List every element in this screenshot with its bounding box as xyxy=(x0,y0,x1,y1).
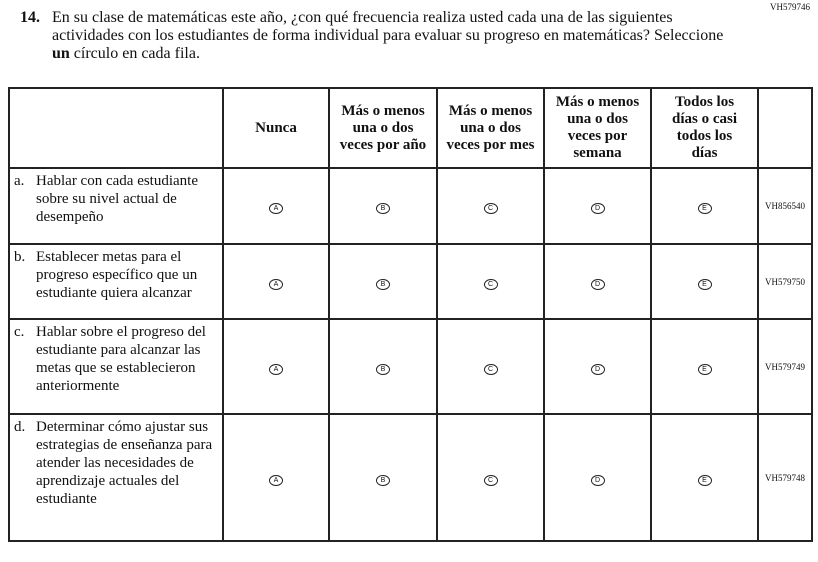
item-code: VH579748 xyxy=(757,413,813,542)
response-cell: D xyxy=(543,243,652,320)
response-bubble-a[interactable]: A xyxy=(269,278,283,290)
row-text: Hablar con cada estudiante sobre su nive… xyxy=(36,173,199,225)
response-cell: B xyxy=(328,243,438,320)
header-blank xyxy=(8,87,224,169)
response-bubble-a[interactable]: A xyxy=(269,203,283,214)
row-label: c. Hablar sobre el progreso del estudiant… xyxy=(8,318,224,415)
response-bubble-d[interactable]: D xyxy=(590,474,605,486)
response-cell: B xyxy=(328,413,438,542)
table-row: d. Determinar cómo ajustar sus estrategia… xyxy=(8,413,813,542)
response-cell: C xyxy=(436,167,545,245)
response-cell: A xyxy=(222,318,330,415)
column-header: Más o menos una o dos veces por mes xyxy=(436,87,545,169)
header-blank xyxy=(757,87,813,169)
item-code: VH856540 xyxy=(757,167,813,245)
row-letter: a. xyxy=(14,173,25,189)
row-letter: c. xyxy=(14,324,25,340)
response-bubble-b[interactable]: B xyxy=(376,363,390,375)
response-bubble-b[interactable]: B xyxy=(376,203,390,214)
row-letter: d. xyxy=(14,419,26,435)
row-letter: b. xyxy=(14,249,26,265)
response-cell: C xyxy=(436,243,545,320)
response-cell: A xyxy=(222,243,330,320)
question-number: 14. xyxy=(20,9,40,26)
table-row: b. Establecer metas para el progreso espe… xyxy=(8,243,813,320)
row-label: a. Hablar con cada estudiante sobre su ni… xyxy=(8,167,224,245)
response-bubble-e[interactable]: E xyxy=(697,278,712,290)
item-code: VH579749 xyxy=(757,318,813,415)
response-cell: D xyxy=(543,167,652,245)
response-bubble-c[interactable]: C xyxy=(483,363,498,375)
response-cell: A xyxy=(222,167,330,245)
response-bubble-e[interactable]: E xyxy=(697,363,712,375)
question-text-part: En su clase de matemáticas este año, ¿co… xyxy=(52,9,724,44)
row-label: b. Establecer metas para el progreso espe… xyxy=(8,243,224,320)
response-bubble-c[interactable]: C xyxy=(483,474,498,486)
item-code: VH579750 xyxy=(757,243,813,320)
response-cell: D xyxy=(543,318,652,415)
response-cell: C xyxy=(436,318,545,415)
response-cell: C xyxy=(436,413,545,542)
response-bubble-d[interactable]: D xyxy=(590,278,605,290)
table-row: c. Hablar sobre el progreso del estudiant… xyxy=(8,318,813,415)
response-bubble-e[interactable]: E xyxy=(697,203,712,214)
response-cell: E xyxy=(650,413,759,542)
question-text: En su clase de matemáticas este año, ¿co… xyxy=(52,9,742,63)
response-bubble-c[interactable]: C xyxy=(483,278,498,290)
row-text: Determinar cómo ajustar sus estrategias … xyxy=(36,419,213,507)
response-grid: Nunca Más o menos una o dos veces por añ… xyxy=(8,87,813,542)
response-bubble-d[interactable]: D xyxy=(590,203,605,214)
response-bubble-d[interactable]: D xyxy=(590,363,605,375)
response-bubble-b[interactable]: B xyxy=(376,278,390,290)
header-row: Nunca Más o menos una o dos veces por añ… xyxy=(8,87,813,169)
row-label: d. Determinar cómo ajustar sus estrategia… xyxy=(8,413,224,542)
row-text: Establecer metas para el progreso especí… xyxy=(36,249,198,301)
response-bubble-c[interactable]: C xyxy=(483,203,498,214)
row-text: Hablar sobre el progreso del estudiante … xyxy=(36,324,206,394)
response-cell: E xyxy=(650,167,759,245)
response-bubble-b[interactable]: B xyxy=(376,474,390,486)
column-header: Nunca xyxy=(222,87,330,169)
response-cell: D xyxy=(543,413,652,542)
question-text-part: círculo en cada fila. xyxy=(69,45,200,62)
response-cell: E xyxy=(650,243,759,320)
question-id: VH579746 xyxy=(770,2,810,12)
response-cell: E xyxy=(650,318,759,415)
column-header: Más o menos una o dos veces por año xyxy=(328,87,438,169)
question-text-emphasis: un xyxy=(52,45,70,62)
response-bubble-e[interactable]: E xyxy=(697,474,712,486)
response-bubble-a[interactable]: A xyxy=(269,474,283,486)
response-cell: A xyxy=(222,413,330,542)
column-header: Todos los días o casi todos los días xyxy=(650,87,759,169)
table-row: a. Hablar con cada estudiante sobre su ni… xyxy=(8,167,813,245)
response-cell: B xyxy=(328,167,438,245)
response-cell: B xyxy=(328,318,438,415)
response-bubble-a[interactable]: A xyxy=(269,363,283,375)
column-header: Más o menos una o dos veces por semana xyxy=(543,87,652,169)
